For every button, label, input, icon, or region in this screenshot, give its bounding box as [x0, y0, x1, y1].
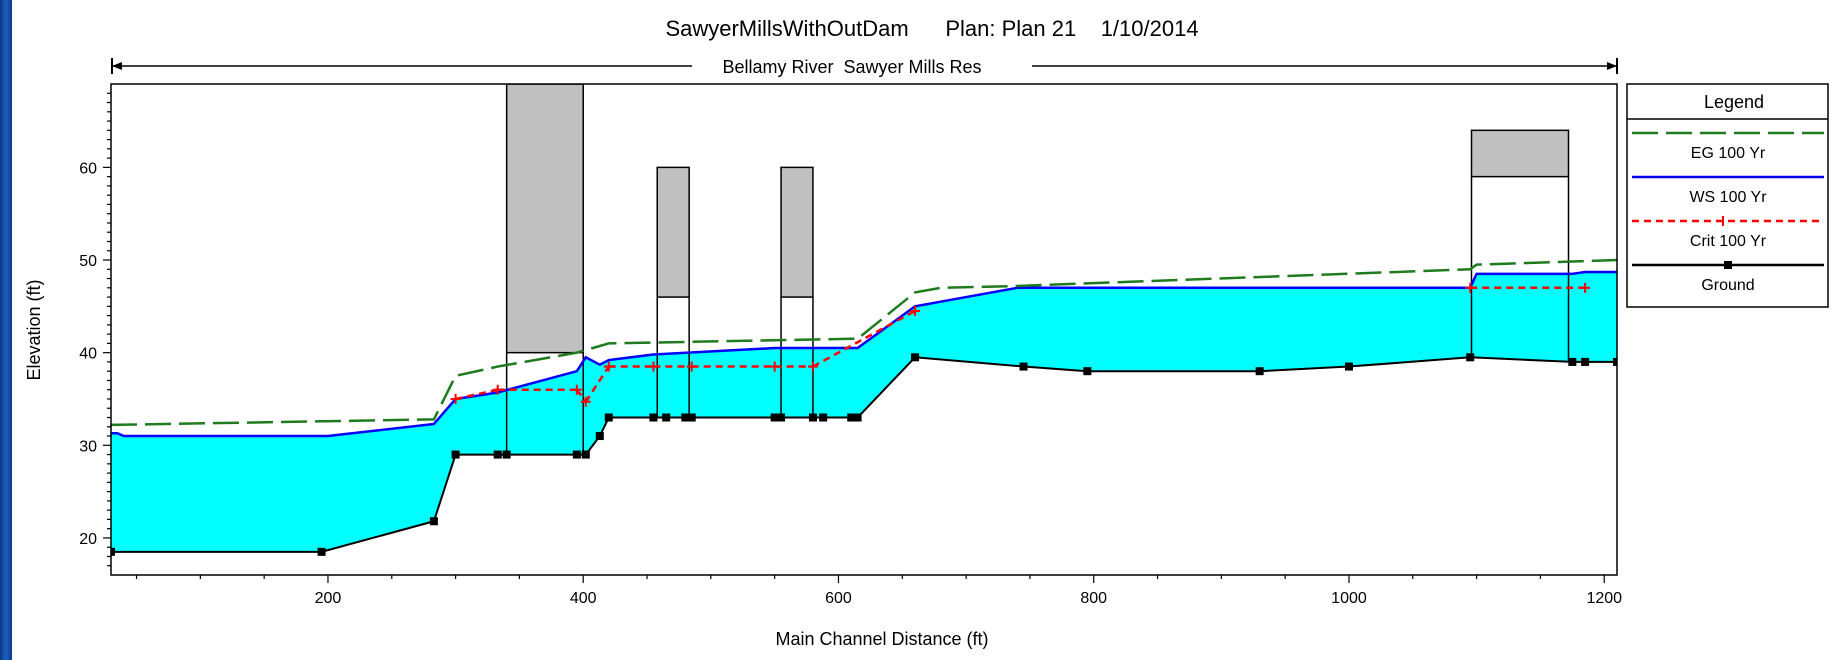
ground-point	[595, 432, 604, 441]
ground-point	[451, 450, 460, 459]
crit-line	[812, 309, 916, 368]
ground-point	[808, 413, 817, 422]
ground-point	[770, 413, 779, 422]
ground-point	[493, 450, 502, 459]
plot-area	[111, 84, 1617, 575]
profile-chart: SawyerMillsWithOutDam Plan: Plan 21 1/10…	[24, 16, 1829, 649]
structure-deck-3	[780, 166, 814, 298]
y-tick-label: 60	[79, 160, 97, 177]
structure-deck-4	[1470, 129, 1570, 178]
ground-point	[604, 413, 613, 422]
ground-point	[1581, 357, 1590, 366]
reach-label: Bellamy River Sawyer Mills Res	[722, 57, 981, 77]
water-fill	[111, 272, 1617, 552]
x-tick-label: 1000	[1331, 590, 1367, 607]
crit-line	[575, 388, 587, 403]
x-tick-label: 200	[315, 590, 342, 607]
structure-deck-2	[656, 166, 690, 298]
ground-point	[687, 413, 696, 422]
x-tick-label: 800	[1080, 590, 1107, 607]
x-axis-label: Main Channel Distance (ft)	[775, 629, 988, 649]
ground-point	[1466, 353, 1475, 362]
ground-point	[649, 413, 658, 422]
x-axis: 200 400 600 800 1000 1200	[135, 575, 1622, 607]
ground-point	[777, 413, 786, 422]
legend-label: EG 100 Yr	[1691, 145, 1766, 162]
ground-point	[681, 413, 690, 422]
legend: Legend EG 100 Yr WS 100 Yr Crit 100 Yr Grou…	[1626, 83, 1829, 308]
y-tick-label: 40	[79, 346, 97, 363]
ground-point	[1344, 362, 1353, 371]
ground-point	[502, 450, 511, 459]
ground-point	[819, 413, 828, 422]
legend-label: Crit 100 Yr	[1690, 233, 1767, 250]
ground-point	[111, 547, 115, 556]
ground-point	[1255, 367, 1264, 376]
y-tick-label: 30	[79, 438, 97, 455]
ground-point	[853, 413, 862, 422]
y-tick-label: 20	[79, 531, 97, 548]
chart-title: SawyerMillsWithOutDam Plan: Plan 21 1/10…	[665, 16, 1198, 41]
eg-line	[111, 258, 1617, 427]
y-axis-label: Elevation (ft)	[24, 279, 44, 380]
ground-point	[1083, 367, 1092, 376]
ground-point	[1568, 357, 1577, 366]
legend-title: Legend	[1704, 92, 1764, 112]
ws-line	[111, 270, 1617, 438]
ground-point	[1019, 362, 1028, 371]
ground-point	[572, 450, 581, 459]
y-axis: 20 30 40 50 60	[79, 92, 111, 567]
ground-point	[1613, 357, 1617, 366]
legend-label: Ground	[1701, 277, 1754, 294]
x-tick-label: 600	[825, 590, 852, 607]
chart-panel: SawyerMillsWithOutDam Plan: Plan 21 1/10…	[12, 0, 1835, 660]
legend-marker	[1724, 261, 1732, 269]
ground-point	[662, 413, 671, 422]
ground-point	[581, 450, 590, 459]
structure-deck-1	[505, 84, 584, 354]
ground-point	[911, 353, 920, 362]
plot-border	[110, 83, 1618, 576]
x-tick-label: 1200	[1586, 590, 1622, 607]
y-tick-label: 50	[79, 253, 97, 270]
legend-label: WS 100 Yr	[1689, 189, 1767, 206]
reach-bar: Bellamy River Sawyer Mills Res	[111, 57, 1618, 77]
ground-fill	[111, 357, 1617, 575]
x-tick-label: 400	[570, 590, 597, 607]
ground-point	[429, 517, 438, 526]
ground-point	[847, 413, 856, 422]
ground-point	[317, 547, 326, 556]
